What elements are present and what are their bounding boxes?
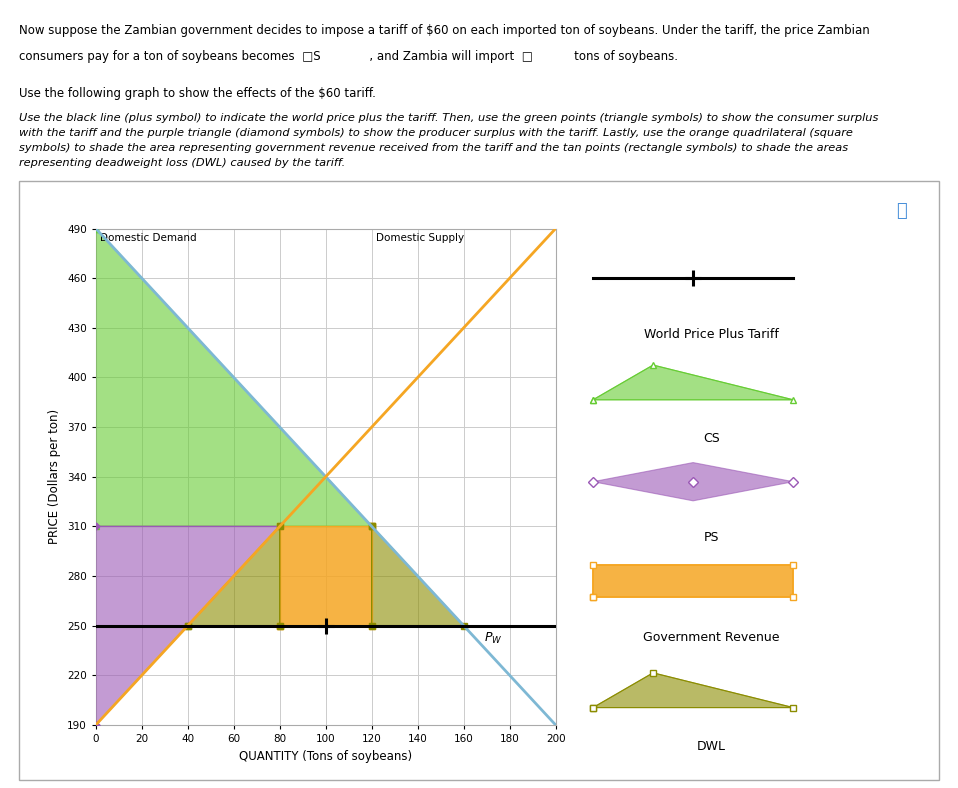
Text: CS: CS — [703, 432, 719, 445]
Text: Government Revenue: Government Revenue — [643, 630, 780, 644]
Text: Now suppose the Zambian government decides to impose a tariff of $60 on each imp: Now suppose the Zambian government decid… — [19, 24, 870, 36]
Y-axis label: PRICE (Dollars per ton): PRICE (Dollars per ton) — [49, 409, 61, 545]
Polygon shape — [593, 365, 793, 400]
FancyBboxPatch shape — [19, 181, 939, 780]
Text: Use the following graph to show the effects of the $60 tariff.: Use the following graph to show the effe… — [19, 87, 376, 99]
Text: Domestic Supply: Domestic Supply — [376, 233, 465, 243]
Text: World Price Plus Tariff: World Price Plus Tariff — [644, 328, 779, 340]
Text: Use the black line (plus symbol) to indicate the world price plus the tariff. Th: Use the black line (plus symbol) to indi… — [19, 113, 878, 168]
Polygon shape — [372, 526, 464, 626]
Polygon shape — [96, 526, 280, 725]
Text: $P_W$: $P_W$ — [485, 630, 503, 645]
Polygon shape — [593, 565, 793, 597]
Polygon shape — [280, 526, 372, 626]
Polygon shape — [188, 526, 280, 626]
X-axis label: QUANTITY (Tons of soybeans): QUANTITY (Tons of soybeans) — [240, 749, 412, 763]
Polygon shape — [593, 463, 793, 501]
Text: Domestic Demand: Domestic Demand — [101, 233, 197, 243]
Text: consumers pay for a ton of soybeans becomes  □S             , and Zambia will im: consumers pay for a ton of soybeans beco… — [19, 50, 678, 63]
Text: DWL: DWL — [696, 740, 726, 753]
Text: ⓘ: ⓘ — [896, 203, 906, 220]
Polygon shape — [96, 229, 372, 526]
Text: PS: PS — [703, 531, 719, 545]
Polygon shape — [593, 673, 793, 708]
